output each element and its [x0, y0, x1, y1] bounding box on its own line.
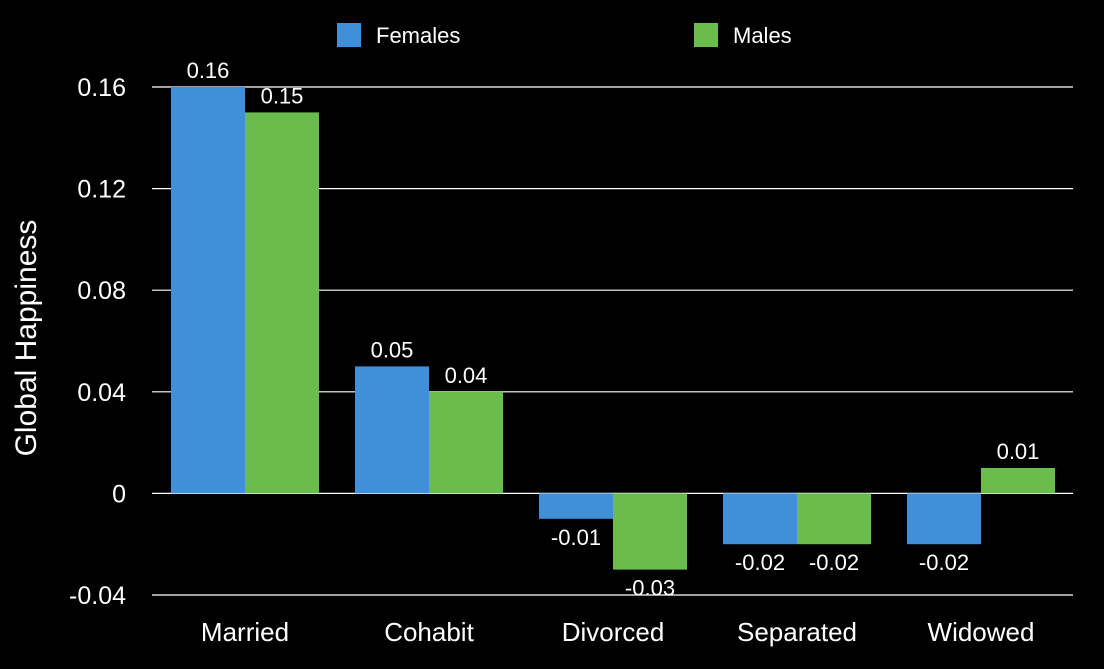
y-tick-label: 0.08 [77, 277, 126, 305]
legend-swatch-males [694, 23, 718, 47]
data-label: 0.04 [445, 363, 488, 388]
x-category-label: Widowed [928, 617, 1035, 647]
data-label: -0.02 [809, 550, 859, 575]
data-label: -0.02 [735, 550, 785, 575]
bar-females-divorced [539, 493, 613, 519]
bar-females-married [171, 87, 245, 494]
legend-swatch-females [337, 23, 361, 47]
y-tick-label: 0 [112, 480, 126, 508]
x-category-label: Cohabit [384, 617, 474, 647]
legend-label-males: Males [733, 23, 792, 48]
y-axis-title: Global Happiness [10, 220, 43, 457]
bar-females-cohabit [355, 366, 429, 494]
y-tick-label: 0.12 [77, 176, 126, 204]
y-tick-label: 0.16 [77, 74, 126, 102]
y-tick-label: -0.04 [69, 582, 126, 610]
bar-females-separated [723, 493, 797, 545]
bar-males-divorced [613, 493, 687, 570]
data-label: 0.15 [261, 83, 304, 108]
bar-males-widowed [981, 468, 1055, 494]
bar-males-separated [797, 493, 871, 545]
x-category-label: Married [201, 617, 289, 647]
y-tick-label: 0.04 [77, 379, 126, 407]
bar-males-married [245, 112, 319, 494]
data-label: -0.03 [625, 576, 675, 601]
bars [171, 87, 1055, 570]
data-label: 0.01 [997, 439, 1040, 464]
y-axis-ticks: -0.04 0 0.04 0.08 0.12 0.16 [69, 74, 126, 610]
data-label: 0.16 [187, 58, 230, 83]
x-axis-categories: Married Cohabit Divorced Separated Widowed [201, 617, 1035, 647]
x-category-label: Divorced [562, 617, 665, 647]
data-label: -0.01 [551, 525, 601, 550]
legend: Females Males [337, 23, 792, 48]
bar-males-cohabit [429, 391, 503, 494]
x-category-label: Separated [737, 617, 857, 647]
legend-label-females: Females [376, 23, 460, 48]
data-label: 0.05 [371, 337, 414, 362]
data-label: -0.02 [919, 550, 969, 575]
data-labels: 0.16 0.15 0.05 0.04 -0.01 -0.03 -0.02 -0.02 -0.0… [187, 58, 1040, 601]
bar-females-widowed [907, 493, 981, 545]
